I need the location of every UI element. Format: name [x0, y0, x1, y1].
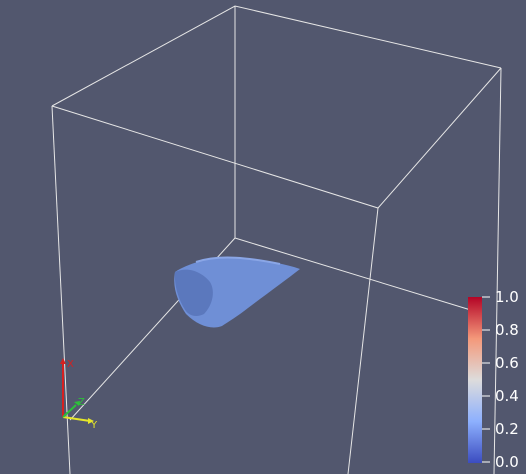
bbox-right-vertical-edge — [493, 67, 502, 474]
z-axis-label: Z — [78, 397, 85, 408]
bbox-top-back-edges — [51, 5, 502, 107]
isosurface[interactable] — [174, 256, 300, 328]
y-axis-arrow — [62, 416, 91, 422]
x-axis-label: X — [67, 359, 74, 370]
color-bar — [468, 296, 490, 463]
bbox-left-vertical-edge — [51, 105, 71, 474]
color-bar-label: 0.6 — [495, 354, 519, 372]
y-axis-label: Y — [90, 420, 98, 431]
x-axis-arrowhead — [60, 358, 66, 364]
color-bar-label: 0.4 — [495, 387, 519, 405]
bbox-bottom-back-edge — [234, 237, 475, 312]
color-bar-label: 0.0 — [495, 453, 519, 471]
orientation-axes: X Y Z — [60, 358, 98, 431]
bbox-top-front-edges — [51, 67, 502, 209]
y-axis-arrowhead — [88, 418, 94, 424]
color-bar-gradient — [468, 297, 482, 463]
z-axis-arrow — [62, 404, 77, 418]
surface-ridge — [195, 256, 281, 265]
surface-opening — [174, 269, 213, 316]
z-axis-arrowhead — [74, 401, 80, 406]
color-bar-label: 0.2 — [495, 420, 519, 438]
color-bar-label: 0.8 — [495, 321, 519, 339]
bbox-front-vertical-edge — [347, 207, 379, 474]
color-bar-label: 1.0 — [495, 288, 519, 306]
bounding-box-outline — [51, 5, 502, 474]
